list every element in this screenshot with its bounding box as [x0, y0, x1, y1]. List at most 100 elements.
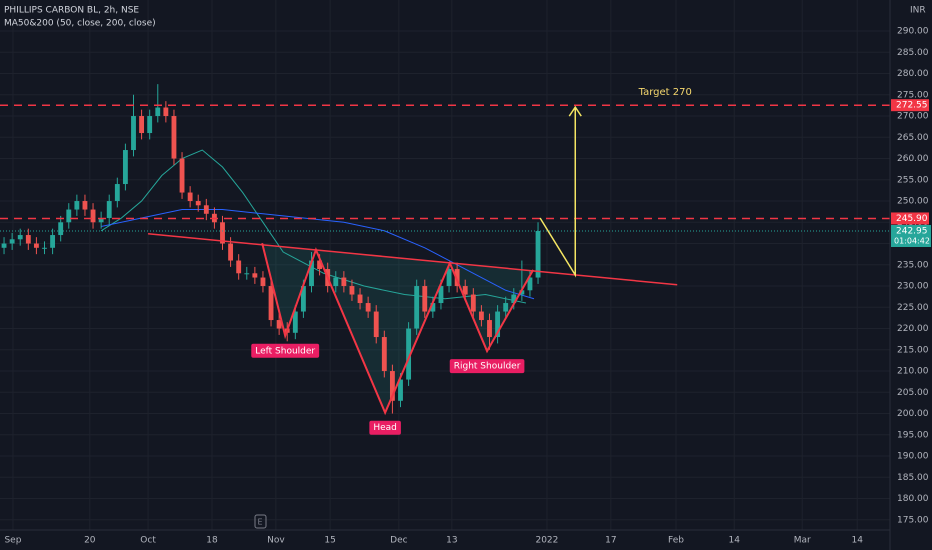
level-tag	[891, 99, 929, 112]
pattern-line	[261, 242, 535, 416]
candle-body	[195, 201, 201, 206]
candle-body	[203, 205, 209, 214]
candle-body	[292, 311, 298, 333]
candle-body	[147, 116, 153, 134]
y-tick-label: 275.00	[897, 90, 929, 100]
candle-body	[446, 269, 452, 287]
candle-body	[268, 286, 274, 321]
x-tick-label: 20	[84, 536, 96, 546]
y-tick-label: 290.00	[897, 27, 929, 37]
x-tick-label: 13	[446, 536, 457, 546]
y-tick-label: 260.00	[897, 154, 929, 164]
x-tick-label: Nov	[267, 536, 285, 546]
x-tick-label: 15	[324, 536, 335, 546]
candle-body	[17, 235, 23, 240]
candle-body	[42, 247, 47, 249]
candle-body	[179, 158, 185, 193]
neckline	[147, 233, 678, 286]
candle-body	[422, 286, 428, 312]
candle-body	[252, 273, 258, 278]
candle-body	[74, 201, 80, 210]
y-tick-label: 220.00	[897, 324, 929, 334]
candle-body	[454, 269, 460, 287]
candle-body	[187, 192, 193, 202]
level-label: 272.55	[896, 101, 928, 111]
y-tick-label: 175.00	[897, 515, 929, 525]
arrow-head	[568, 105, 582, 117]
candle-body	[438, 286, 444, 304]
candle-body	[317, 260, 323, 270]
level-label: 245.90	[896, 214, 928, 224]
x-tick-label: 14	[729, 536, 741, 546]
candle-body	[357, 294, 363, 304]
projection-line	[539, 107, 577, 278]
candle-body	[171, 116, 177, 159]
y-tick-label: 285.00	[897, 48, 929, 58]
pattern-label: Head	[373, 423, 397, 433]
x-tick-label: Oct	[140, 536, 156, 546]
candle-body	[333, 277, 339, 287]
candle-body	[300, 286, 306, 312]
pattern-label: Left Shoulder	[255, 346, 315, 356]
candle-body	[82, 201, 88, 210]
candle-body	[276, 320, 282, 329]
pattern-label-bg	[251, 343, 320, 358]
candle-body	[260, 277, 266, 287]
last-price-tag	[891, 224, 931, 247]
currency: INR	[910, 6, 926, 16]
y-tick-label: 235.00	[897, 260, 929, 270]
candle-body	[244, 273, 250, 275]
x-tick-label: Mar	[794, 536, 811, 546]
candle-body	[106, 201, 112, 219]
y-tick-label: 190.00	[897, 452, 929, 462]
y-tick-label: 225.00	[897, 303, 929, 313]
candle-body	[503, 303, 509, 312]
y-tick-label: 210.00	[897, 367, 929, 377]
candle-body	[25, 235, 31, 244]
candle-body	[519, 290, 525, 295]
candle-body	[66, 209, 72, 223]
last-price-label: 242.95	[896, 226, 928, 236]
candle-body	[511, 294, 517, 304]
plot: Target 270 Left Shoulder Head Right Shoulde…	[0, 84, 890, 435]
y-tick-label: 265.00	[897, 133, 929, 143]
y-tick-label: 185.00	[897, 473, 929, 483]
candle-body	[1, 243, 7, 248]
y-tick-label: 270.00	[897, 112, 929, 122]
candle-body	[398, 379, 403, 401]
candle-body	[236, 260, 242, 274]
x-tick-label: 14	[852, 536, 864, 546]
candle-body	[478, 311, 484, 321]
candle-body	[58, 222, 64, 236]
y-tick-label: 230.00	[897, 282, 929, 292]
candle-body	[155, 107, 161, 117]
candle-body	[470, 294, 476, 312]
candle-body	[462, 286, 468, 295]
pattern-label-bg	[449, 359, 525, 374]
moving-average	[101, 209, 535, 300]
candle-body	[341, 277, 347, 287]
candle-body	[373, 311, 379, 338]
icon: E	[254, 514, 267, 529]
y-tick-label: 180.00	[897, 494, 929, 504]
candle-body	[381, 337, 387, 372]
level-tag	[891, 212, 929, 225]
y-tick-label: 205.00	[897, 388, 929, 398]
x-tick-label: 17	[605, 536, 616, 546]
indicator-legend: MA50&200 (50, close, 200, close)	[4, 19, 156, 29]
candle-body	[389, 371, 395, 401]
candle-body	[309, 260, 314, 287]
candle-body	[535, 230, 541, 278]
candle-body	[122, 150, 128, 185]
x-tick-label: Sep	[4, 536, 21, 546]
candle-body	[406, 328, 412, 380]
chart-title: PHILLIPS CARBON BL, 2h, NSE	[4, 6, 139, 16]
candle-body	[349, 286, 355, 295]
y-tick-label: 280.00	[897, 69, 929, 79]
axes: 175.00 180.00 185.00 190.00 195.00 200.00 205.…	[4, 27, 931, 546]
x-tick-label: 18	[206, 536, 218, 546]
y-tick-label: 255.00	[897, 175, 929, 185]
x-tick-label: Feb	[668, 536, 684, 546]
